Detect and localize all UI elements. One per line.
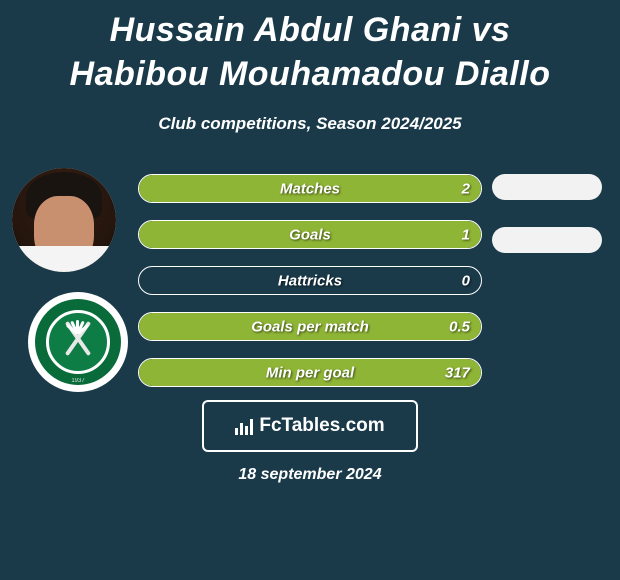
brand-text: FcTables.com [259, 415, 384, 437]
stat-value: 0 [462, 272, 470, 289]
stat-row: Matches2 [138, 174, 482, 203]
page-title: Hussain Abdul Ghani vs Habibou Mouhamado… [0, 0, 620, 96]
stat-fill [139, 313, 481, 340]
subtitle: Club competitions, Season 2024/2025 [0, 114, 620, 134]
stat-pill [138, 220, 482, 249]
stat-row: Hattricks0 [138, 266, 482, 295]
stat-pill [138, 174, 482, 203]
stat-value: 0.5 [449, 318, 470, 335]
stat-fill [139, 221, 481, 248]
stat-fill [139, 175, 481, 202]
opponent-pill [492, 227, 602, 253]
stat-row: Goals per match0.5 [138, 312, 482, 341]
date-text: 18 september 2024 [0, 466, 620, 484]
crest-year: 1937 [71, 378, 84, 384]
stat-value: 2 [462, 180, 470, 197]
stat-value: 1 [462, 226, 470, 243]
chart-icon [235, 417, 253, 435]
player1-avatar [12, 168, 116, 272]
stat-pill [138, 358, 482, 387]
brand-badge[interactable]: FcTables.com [202, 400, 418, 452]
player2-club-crest: 1937 [28, 292, 128, 392]
stat-bars: Matches2 Goals1 Hattricks0 Goals per match0… [138, 174, 482, 404]
stat-pill [138, 266, 482, 295]
avatars-column: 1937 [8, 168, 120, 392]
stat-fill [139, 359, 481, 386]
stat-pill [138, 312, 482, 341]
stat-row: Goals1 [138, 220, 482, 249]
opponent-pill [492, 174, 602, 200]
right-pills-column [492, 174, 602, 294]
stat-value: 317 [445, 364, 470, 381]
stat-row: Min per goal317 [138, 358, 482, 387]
